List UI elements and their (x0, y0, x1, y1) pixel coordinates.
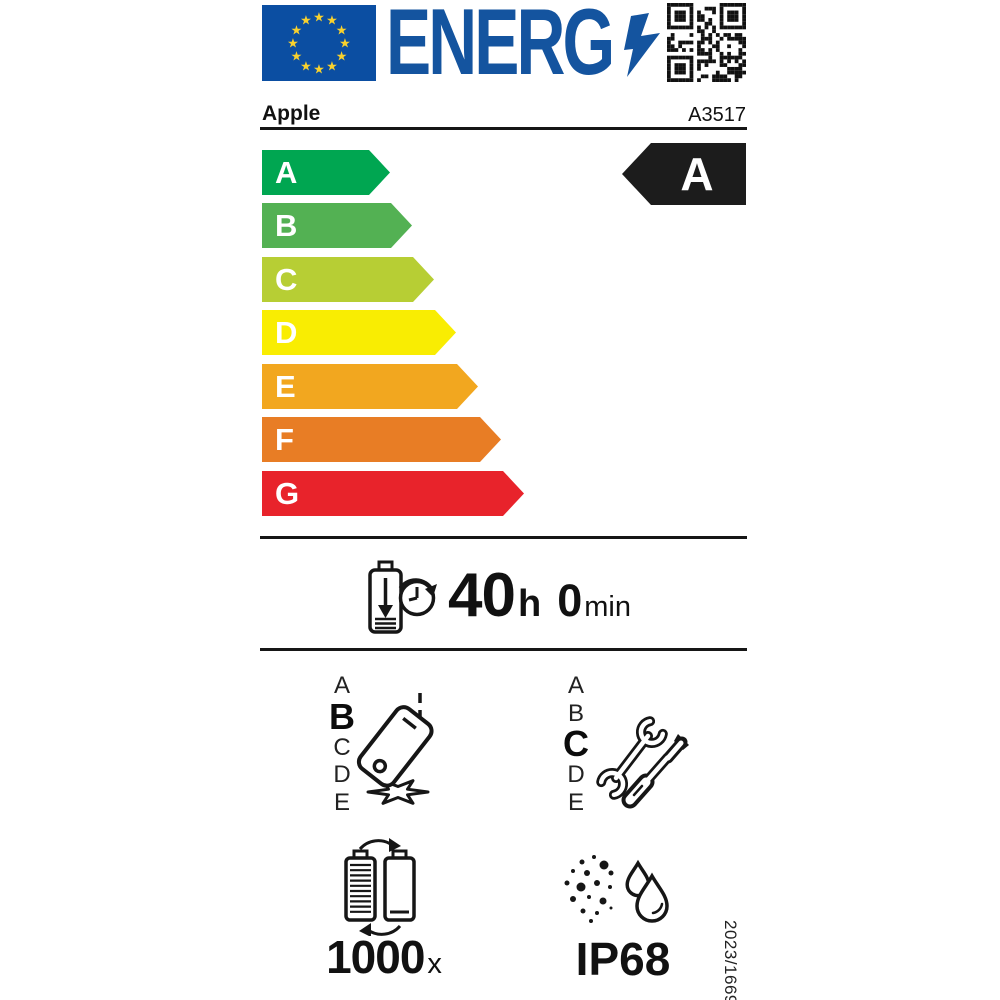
energy-class-arrow-b: B (262, 203, 412, 248)
eu-star-icon: ★ (326, 58, 338, 74)
energy-class-letter: B (275, 208, 298, 243)
battery-endurance-value: 40 h 0 min (448, 560, 631, 632)
energy-rating-indicator: A (622, 143, 746, 205)
energy-class-arrow-a: A (262, 150, 390, 195)
scale-letter: A (333, 672, 350, 699)
energy-class-letter: D (275, 315, 298, 350)
eu-star-icon: ★ (300, 12, 312, 28)
model-identifier: A3517 (688, 104, 746, 126)
scale-letter: B (567, 699, 584, 727)
eu-star-icon: ★ (300, 58, 312, 74)
energy-class-letter: C (275, 262, 298, 297)
battery-minutes-unit: min (584, 591, 631, 623)
scale-letter: C (563, 723, 589, 764)
ingress-protection-rating: IP68 (575, 933, 671, 985)
battery-hours: 40 (448, 561, 516, 630)
supplier-brand: Apple (262, 102, 321, 125)
section-divider (260, 536, 747, 539)
energy-class-arrow-f: F (262, 417, 501, 462)
eu-flag-icon: ★ ★ ★ ★ ★ ★ ★ ★ ★ ★ ★ ★ (262, 5, 376, 81)
energy-class-letter: A (275, 155, 298, 190)
battery-minutes: 0 (557, 575, 583, 626)
lightning-bolt-icon (624, 13, 660, 77)
eu-star-icon: ★ (313, 61, 325, 77)
eu-star-icon: ★ (290, 22, 303, 38)
eu-star-icon: ★ (313, 9, 325, 25)
cycles-number: 1000 (326, 931, 425, 983)
repairability-icon (596, 716, 689, 809)
energy-class-letter: G (275, 476, 300, 511)
scale-letter: B (329, 695, 355, 737)
energy-class-arrow-e: E (262, 364, 478, 409)
section-divider (260, 648, 747, 651)
scale-letter: D (333, 761, 351, 788)
energ-logo-text: ENERG (386, 0, 615, 94)
drop-resistance-scale: A B C D E (322, 672, 362, 816)
energy-class-arrow-d: D (262, 310, 456, 355)
energy-class-letter: F (275, 422, 294, 457)
header-divider (260, 127, 747, 130)
battery-cycles-value: 1000 x (298, 930, 470, 984)
regulation-number: 2023/1669 (721, 920, 740, 1000)
energy-class-letter: E (275, 369, 296, 404)
scale-letter: C (333, 733, 351, 761)
battery-cycles-icon (344, 838, 416, 936)
cycles-unit: x (427, 948, 442, 980)
eu-star-icon: ★ (287, 35, 299, 51)
eu-star-icon: ★ (335, 48, 348, 64)
battery-endurance-icon (368, 560, 437, 634)
energy-class-arrow-g: G (262, 471, 524, 516)
repairability-scale: A B C D E (556, 672, 596, 816)
eu-star-icon: ★ (335, 22, 348, 38)
eu-star-icon: ★ (339, 35, 351, 51)
energy-class-arrow-c: C (262, 257, 434, 302)
drop-resistance-icon (356, 693, 434, 805)
battery-hours-unit: h (517, 583, 542, 625)
eu-star-icon: ★ (326, 12, 338, 28)
qr-code-icon (667, 3, 746, 82)
scale-letter: E (333, 788, 350, 816)
eu-star-icon: ★ (290, 48, 303, 64)
ingress-protection-icon (564, 855, 669, 923)
scale-letter: A (567, 672, 584, 699)
scale-letter: D (567, 761, 585, 788)
scale-letter: E (567, 788, 584, 816)
